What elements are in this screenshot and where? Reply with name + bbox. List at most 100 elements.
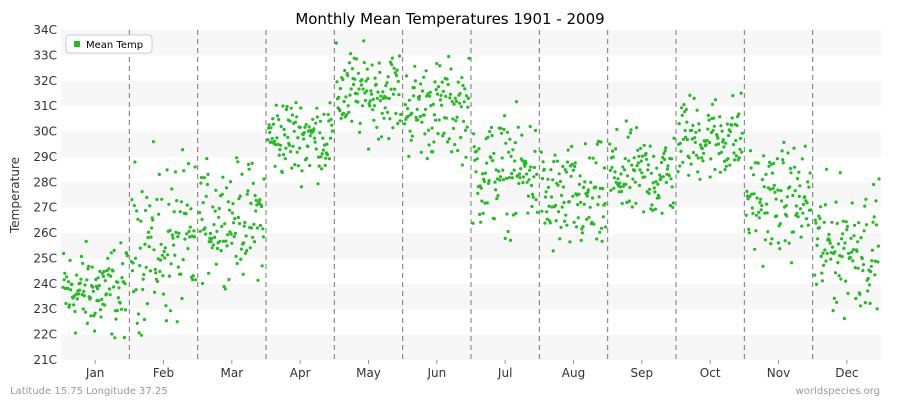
data-point: [800, 157, 804, 161]
data-point: [157, 212, 161, 216]
data-point: [620, 201, 624, 206]
data-point: [754, 229, 758, 233]
data-point: [330, 123, 334, 127]
data-point: [456, 149, 460, 153]
data-point: [876, 244, 881, 248]
data-point: [848, 256, 853, 260]
data-point: [158, 269, 162, 274]
data-point: [710, 102, 715, 106]
data-point: [434, 118, 438, 122]
data-point: [209, 240, 213, 244]
data-point: [819, 254, 823, 258]
data-point: [788, 185, 792, 189]
data-point: [778, 247, 782, 251]
data-point: [670, 157, 674, 161]
data-point: [176, 265, 180, 269]
y-tick-label: 21C: [33, 353, 57, 367]
data-point: [353, 77, 357, 81]
data-point: [770, 171, 775, 175]
data-point: [307, 125, 311, 129]
data-point: [377, 137, 381, 141]
data-point: [786, 151, 790, 155]
data-point: [625, 200, 629, 205]
data-point: [224, 239, 228, 243]
data-point: [565, 160, 570, 164]
data-point: [823, 203, 828, 207]
data-point: [221, 239, 226, 243]
data-point: [325, 142, 329, 146]
data-point: [574, 225, 579, 229]
data-point: [202, 176, 206, 180]
data-point: [708, 141, 712, 145]
data-point: [653, 207, 658, 211]
data-point: [257, 200, 261, 204]
data-point: [459, 105, 463, 109]
data-point: [458, 91, 462, 96]
data-point: [94, 277, 98, 282]
data-point: [593, 185, 598, 189]
data-point: [543, 221, 547, 225]
data-point: [448, 96, 452, 100]
data-point: [404, 74, 409, 78]
data-point: [115, 308, 119, 313]
data-point: [841, 232, 845, 236]
data-point: [311, 117, 315, 121]
data-point: [580, 231, 585, 235]
footer-source: worldspecies.org: [796, 386, 880, 397]
data-point: [456, 80, 460, 84]
data-point: [585, 194, 589, 198]
data-point: [192, 229, 196, 233]
data-point: [630, 205, 634, 209]
data-point: [348, 93, 352, 97]
data-point: [656, 182, 660, 186]
data-point: [256, 278, 260, 282]
data-point: [302, 137, 306, 141]
data-point: [491, 159, 495, 163]
data-point: [583, 180, 587, 184]
data-point: [793, 165, 797, 169]
data-point: [200, 217, 204, 221]
data-point: [558, 237, 562, 241]
data-point: [546, 177, 550, 181]
data-point: [338, 87, 343, 91]
data-point: [621, 165, 625, 169]
data-point: [734, 139, 738, 143]
data-point: [730, 116, 734, 120]
data-point: [69, 288, 73, 292]
data-point: [315, 106, 319, 110]
data-point: [702, 151, 706, 155]
data-point: [318, 131, 322, 135]
data-point: [139, 219, 143, 223]
data-point: [630, 163, 634, 167]
data-point: [211, 243, 215, 247]
data-point: [463, 128, 467, 132]
data-point: [624, 119, 628, 123]
data-point: [653, 190, 657, 194]
data-point: [215, 246, 220, 251]
data-point: [433, 80, 437, 84]
x-tick-label: Oct: [700, 366, 721, 380]
data-point: [324, 156, 328, 160]
data-point: [753, 247, 757, 251]
data-point: [276, 142, 280, 146]
data-point: [539, 150, 543, 154]
data-point: [659, 176, 663, 180]
data-point: [413, 64, 417, 68]
data-point: [654, 180, 658, 184]
data-point: [514, 100, 519, 104]
data-point: [269, 126, 273, 130]
data-point: [141, 277, 145, 281]
data-point: [796, 215, 800, 219]
data-point: [82, 289, 86, 293]
data-point: [576, 203, 580, 207]
data-point: [242, 224, 246, 228]
data-point: [446, 140, 450, 144]
data-point: [185, 232, 189, 236]
data-point: [280, 170, 284, 174]
data-point: [240, 172, 244, 176]
data-point: [778, 222, 782, 226]
data-point: [254, 198, 258, 203]
data-point: [753, 161, 757, 165]
data-point: [832, 296, 836, 300]
data-point: [696, 170, 700, 174]
